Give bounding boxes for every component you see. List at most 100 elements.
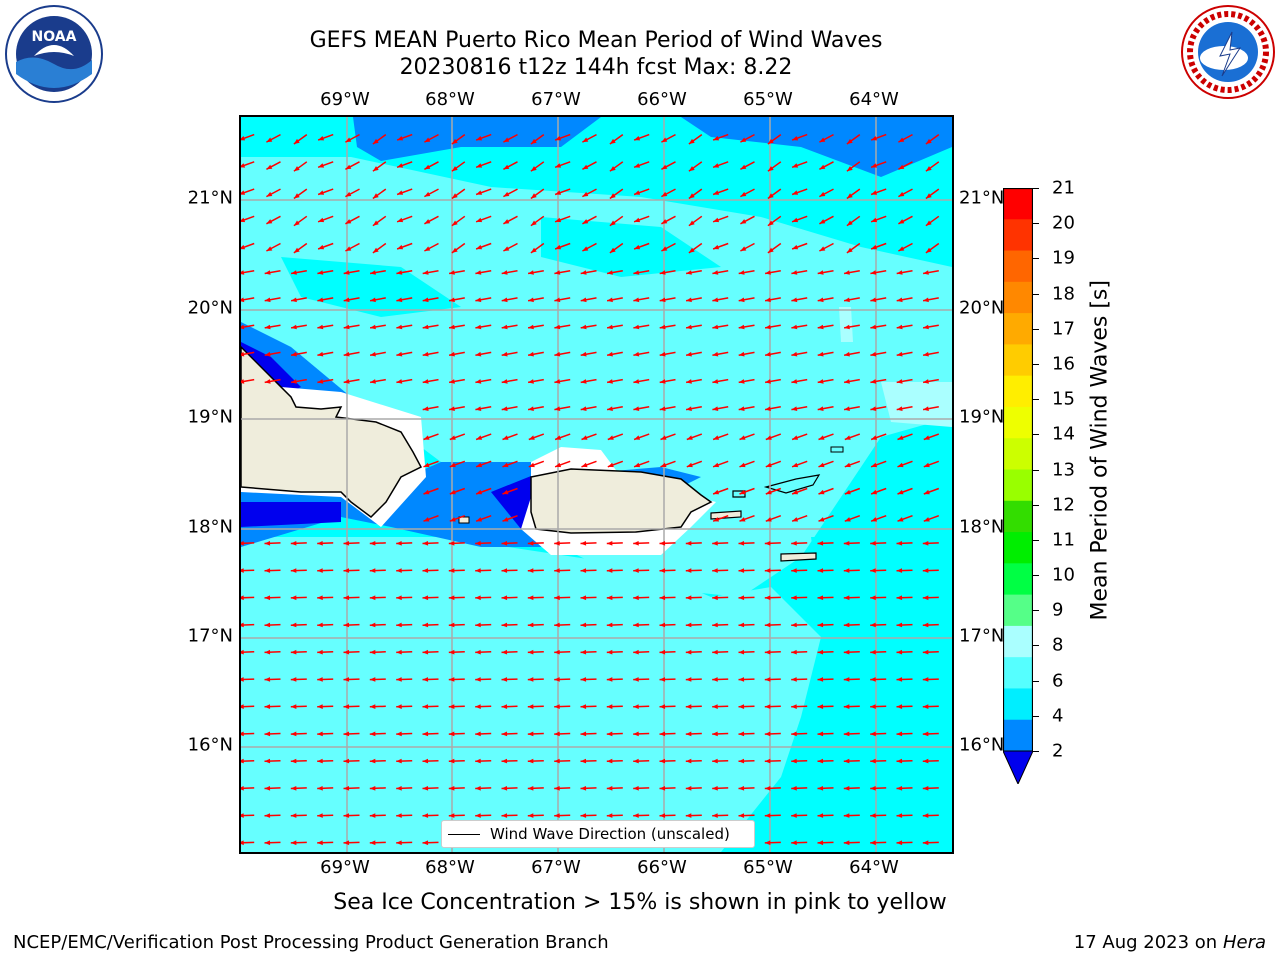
wind-arrow-head (397, 163, 404, 168)
wind-arrow-head (843, 786, 850, 791)
wind-arrow-head (502, 489, 509, 495)
wind-arrow-head (555, 190, 562, 195)
wind-arrow-head (264, 351, 271, 357)
wind-arrow-head (896, 840, 903, 846)
wind-arrow (241, 623, 255, 626)
wind-arrow-head (685, 786, 692, 791)
wind-arrow-head (345, 246, 352, 251)
wind-arrow (241, 678, 255, 681)
wind-arrow-head (791, 351, 798, 357)
wind-arrow-head (740, 191, 747, 197)
wind-arrow-head (896, 622, 903, 628)
wind-arrow-head (476, 244, 483, 250)
colorbar-scale (1002, 187, 1034, 786)
wind-arrow-head (765, 517, 772, 522)
wind-arrow-head (530, 166, 537, 172)
wind-arrow-head (291, 297, 297, 303)
wind-arrow-head (767, 220, 774, 226)
lat-tick-right: 20°N (959, 297, 1005, 319)
wind-arrow-head (317, 297, 324, 303)
wind-arrow-head (424, 191, 431, 197)
wind-arrow-head (343, 649, 350, 655)
colorbar-tick-label: 17 (1052, 318, 1075, 340)
wind-arrow-head (871, 190, 878, 195)
wind-arrow-head (528, 324, 534, 330)
wind-arrow-head (685, 731, 692, 737)
wind-arrow-head (241, 813, 244, 818)
wind-arrow-head (475, 622, 481, 628)
wind-arrow-head (343, 704, 350, 709)
colorbar-tick-mark (1033, 434, 1039, 436)
wind-arrow-head (738, 324, 745, 330)
wind-arrow-head (291, 351, 297, 357)
wind-arrow-head (659, 297, 666, 303)
wind-arrow-head (264, 297, 271, 303)
wind-arrow-head (476, 489, 483, 495)
wind-arrow-head (449, 297, 455, 303)
wind-arrow-head (659, 351, 666, 357)
wind-arrow-head (607, 324, 613, 330)
wind-arrow-head (264, 704, 271, 709)
svg-text:NOAA: NOAA (32, 29, 77, 45)
wind-arrow-head (764, 731, 771, 737)
wind-arrow-head (554, 758, 560, 764)
colorbar-tick-label: 6 (1052, 670, 1064, 692)
wind-arrow-head (502, 517, 509, 522)
wind-arrow-head (765, 489, 772, 495)
wind-arrow-head (345, 164, 352, 170)
wind-arrow-head (291, 379, 297, 384)
wind-arrow-head (423, 517, 430, 522)
wind-arrow-head (528, 379, 534, 384)
wind-arrow-head (688, 138, 695, 144)
wind-arrow-head (633, 704, 639, 709)
wind-arrow-head (397, 244, 404, 250)
colorbar-segment (1003, 469, 1033, 502)
wind-arrow-head (738, 595, 745, 601)
wind-arrow-head (712, 406, 719, 411)
wind-arrow-head (844, 324, 850, 330)
wind-arrow-head (554, 595, 560, 601)
wind-arrow-head (870, 622, 876, 628)
wind-arrow-head (345, 219, 352, 224)
wind-arrow-head (527, 649, 534, 655)
wind-arrow-head (475, 541, 481, 546)
lon-tick-top: 69°W (320, 89, 370, 110)
wind-arrow-head (896, 324, 903, 330)
wind-arrow-head (501, 677, 508, 682)
wind-arrow-head (791, 813, 797, 818)
wind-arrow-head (527, 595, 534, 601)
wind-arrow-head (685, 622, 692, 628)
wind-arrow-head (791, 677, 797, 682)
wind-arrow-head (738, 786, 745, 791)
wind-arrow-head (581, 462, 588, 468)
wind-arrow-head (369, 813, 376, 818)
colorbar-tick-mark (1033, 715, 1039, 717)
wind-arrow-head (476, 462, 483, 468)
wind-arrow-head (844, 379, 850, 384)
lon-tick-bottom: 66°W (637, 857, 687, 878)
wind-arrow-head (659, 813, 666, 818)
legend-label: Wind Wave Direction (unscaled) (490, 825, 730, 843)
wind-arrow-head (449, 435, 456, 440)
wind-arrow-head (343, 379, 350, 384)
virgin-islands (763, 474, 821, 494)
wind-arrow-head (555, 244, 562, 250)
legend-line (448, 833, 480, 835)
wind-arrow-head (897, 489, 904, 495)
wind-arrow-head (343, 786, 350, 791)
wind-arrow (241, 787, 255, 790)
wind-arrow-head (659, 786, 666, 791)
wind-arrow-head (712, 786, 718, 791)
colorbar-segment (1003, 281, 1033, 314)
wind-arrow-head (555, 217, 562, 223)
wind-arrow-head (817, 324, 824, 330)
wind-arrow-head (896, 786, 903, 791)
wind-arrow-head (922, 649, 929, 655)
wind-arrow-head (317, 677, 323, 682)
wind-arrow-head (343, 270, 350, 275)
lat-tick-right: 19°N (959, 406, 1005, 428)
colorbar-tick-mark (1033, 610, 1039, 612)
wind-arrow-head (922, 704, 929, 709)
wind-arrow-head (396, 786, 402, 791)
wind-arrow-head (738, 406, 745, 411)
